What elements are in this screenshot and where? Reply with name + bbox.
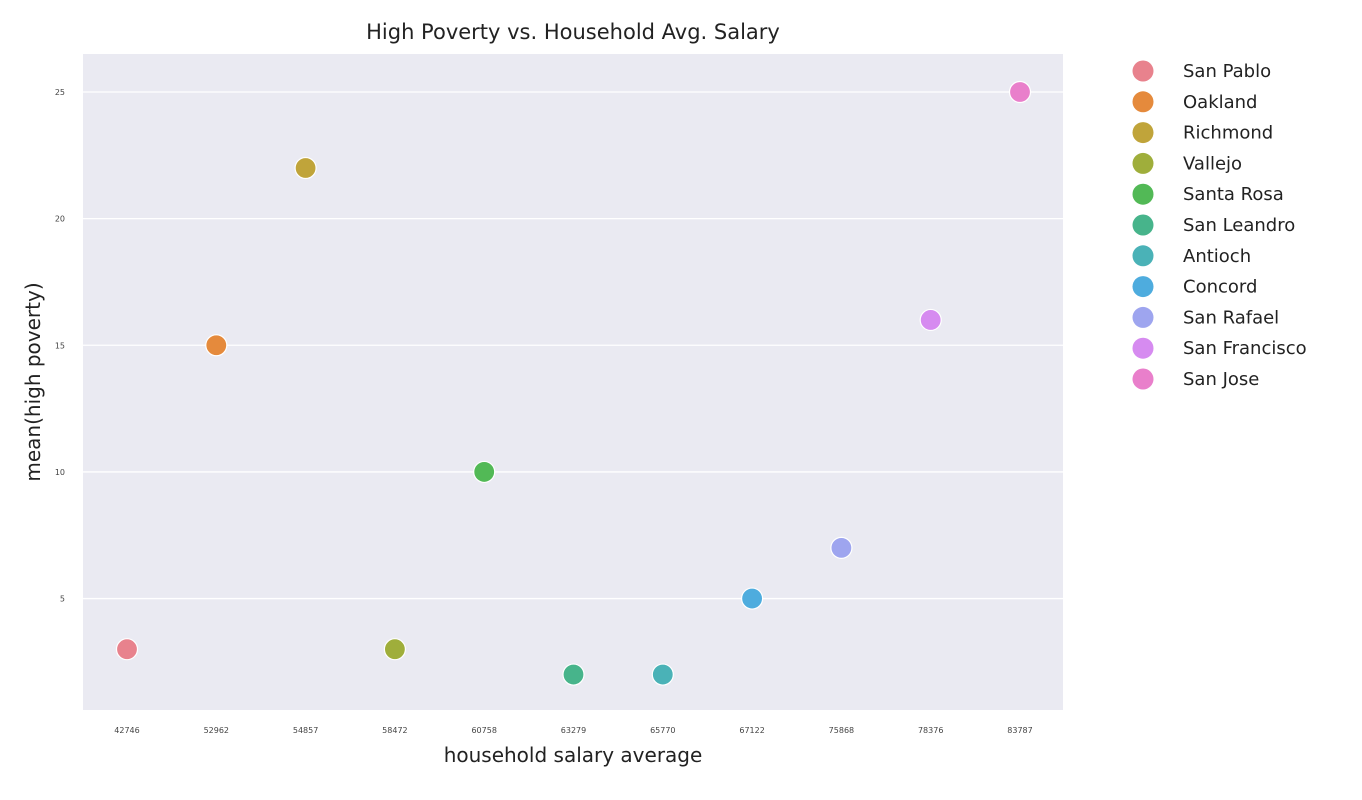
legend-marker — [1132, 337, 1154, 359]
legend-label: Vallejo — [1183, 153, 1242, 174]
legend-label: Santa Rosa — [1183, 184, 1284, 205]
legend-marker — [1132, 245, 1154, 267]
data-point-antioch — [651, 663, 674, 686]
data-point-richmond — [294, 156, 317, 180]
data-point-san-francisco — [919, 308, 942, 332]
legend-label: San Leandro — [1183, 215, 1295, 236]
legend-marker — [1132, 183, 1154, 205]
x-tick-labels: 42746 52962 54857 58472 60758 63279 65770 67122… — [114, 726, 1032, 735]
legend-label: Concord — [1183, 277, 1257, 298]
y-tick-label: 20 — [55, 215, 65, 224]
data-points — [115, 80, 1032, 686]
gridlines — [83, 91, 1063, 600]
data-point-oakland — [205, 334, 228, 357]
x-axis-label: household salary average — [444, 743, 703, 767]
legend-label: San Pablo — [1183, 61, 1271, 82]
data-point-san-pablo — [115, 638, 139, 661]
x-tick-label: 58472 — [382, 726, 407, 735]
data-point-san-jose — [1008, 80, 1032, 104]
chart-title: High Poverty vs. Household Avg. Salary — [366, 20, 780, 44]
x-tick-label: 83787 — [1007, 726, 1032, 735]
legend-label: San Jose — [1183, 369, 1259, 390]
y-tick-label: 15 — [55, 341, 65, 350]
data-point-vallejo — [383, 638, 406, 661]
x-tick-label: 42746 — [114, 726, 139, 735]
data-point-san-rafael — [830, 536, 853, 559]
legend-marker — [1132, 91, 1154, 113]
y-axis-label: mean(high poverty) — [21, 282, 45, 481]
x-tick-label: 67122 — [739, 726, 764, 735]
x-tick-label: 54857 — [293, 726, 318, 735]
legend-marker — [1132, 152, 1154, 174]
legend-marker — [1132, 276, 1154, 298]
y-tick-label: 25 — [55, 88, 65, 97]
legend-marker — [1132, 368, 1154, 390]
legend-marker — [1132, 306, 1154, 328]
legend-label: Richmond — [1183, 123, 1273, 144]
legend-label: San Francisco — [1183, 338, 1307, 359]
plot-area — [83, 54, 1063, 710]
legend-label: Antioch — [1183, 246, 1251, 267]
x-tick-label: 52962 — [204, 726, 229, 735]
data-point-concord — [740, 587, 764, 610]
data-point-santa-rosa — [473, 460, 496, 484]
legend-marker — [1132, 60, 1154, 82]
legend-label: San Rafael — [1183, 307, 1279, 328]
x-tick-label: 60758 — [471, 726, 496, 735]
x-tick-label: 63279 — [561, 726, 586, 735]
legend: San Pablo Oakland Richmond Vallejo Santa Ros… — [1132, 60, 1307, 390]
y-tick-label: 5 — [60, 595, 65, 604]
legend-marker — [1132, 122, 1154, 144]
x-tick-label: 78376 — [918, 726, 943, 735]
x-tick-label: 75868 — [829, 726, 854, 735]
legend-marker — [1132, 214, 1154, 236]
y-tick-label: 10 — [55, 468, 65, 477]
data-point-san-leandro — [562, 663, 585, 686]
legend-label: Oakland — [1183, 92, 1258, 113]
x-tick-label: 65770 — [650, 726, 675, 735]
y-tick-labels: 5 10 15 20 25 — [55, 88, 65, 604]
